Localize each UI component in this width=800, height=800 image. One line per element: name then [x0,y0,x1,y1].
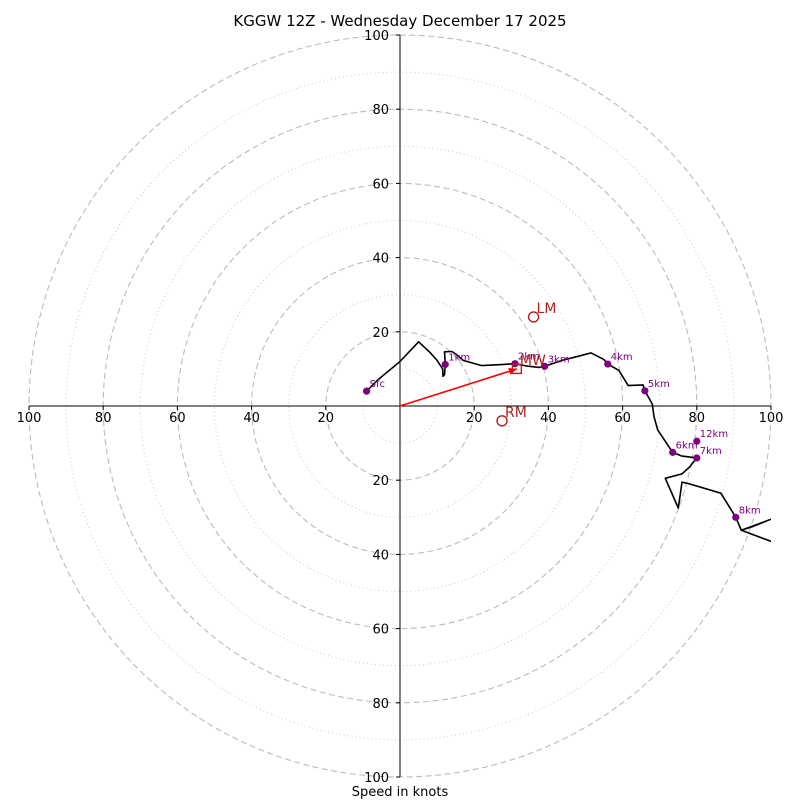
x-tick-label: 80 [689,411,706,426]
height-label-8km: 8km [739,505,761,516]
height-label-5km: 5km [648,379,670,390]
y-tick-label: 40 [372,548,389,563]
y-tick-label: 60 [372,177,389,192]
height-label-3km: 3km [548,354,570,365]
x-tick-label: 100 [759,411,784,426]
x-tick-label: 80 [95,411,112,426]
height-label-Sfc: Sfc [370,379,385,390]
height-marker-1km [441,360,449,369]
mw-label: MW [520,353,546,369]
lm-marker [527,311,540,323]
height-marker-4km [604,360,612,368]
height-marker-5km [641,387,649,395]
rm-label: RM [505,405,527,421]
mw-marker [511,363,523,375]
height-marker-12km [693,437,701,445]
x-tick-label: 20 [318,411,335,426]
height-label-4km: 4km [611,352,633,363]
x-tick-label: 60 [169,411,186,426]
height-label-7km: 7km [700,446,722,457]
chart-title: KGGW 12Z - Wednesday December 17 2025 [233,12,566,30]
y-tick-label: 40 [372,252,389,267]
x-tick-label: 60 [614,411,631,426]
y-tick-label: 20 [372,326,389,341]
y-tick-label: 60 [372,623,389,638]
height-marker-6km [669,448,677,456]
height-label-2km: 2km [518,352,540,363]
height-marker-Sfc [363,387,371,395]
height-label-6km: 6km [676,440,698,451]
y-tick-label: 100 [364,771,389,786]
x-tick-label: 20 [466,411,483,426]
shear-vector-line [399,368,518,407]
height-marker-3km [541,362,549,370]
lm-label: LM [537,301,557,317]
hodograph-trace [366,340,771,543]
wind-profile-line [366,340,771,543]
y-tick-label: 80 [372,103,389,118]
x-tick-label: 100 [17,411,42,426]
height-label-1km: 1km [448,352,470,363]
tick-labels: 100 100 80 80 60 60 40 40 20 20 20 20 40 40 60 60 80 80 10… [17,29,784,786]
rm-marker [496,415,508,427]
y-tick-label: 100 [364,29,389,44]
height-marker-8km [732,513,740,521]
x-tick-label: 40 [540,411,557,426]
height-label-12km: 12km [700,429,728,440]
storm-motion-markers: LM RM MW [496,301,557,427]
y-tick-label: 20 [372,474,389,489]
x-tick-label: 40 [243,411,260,426]
height-marker-7km [693,454,701,462]
x-axis-label: Speed in knots [352,785,449,800]
y-tick-label: 80 [372,697,389,712]
